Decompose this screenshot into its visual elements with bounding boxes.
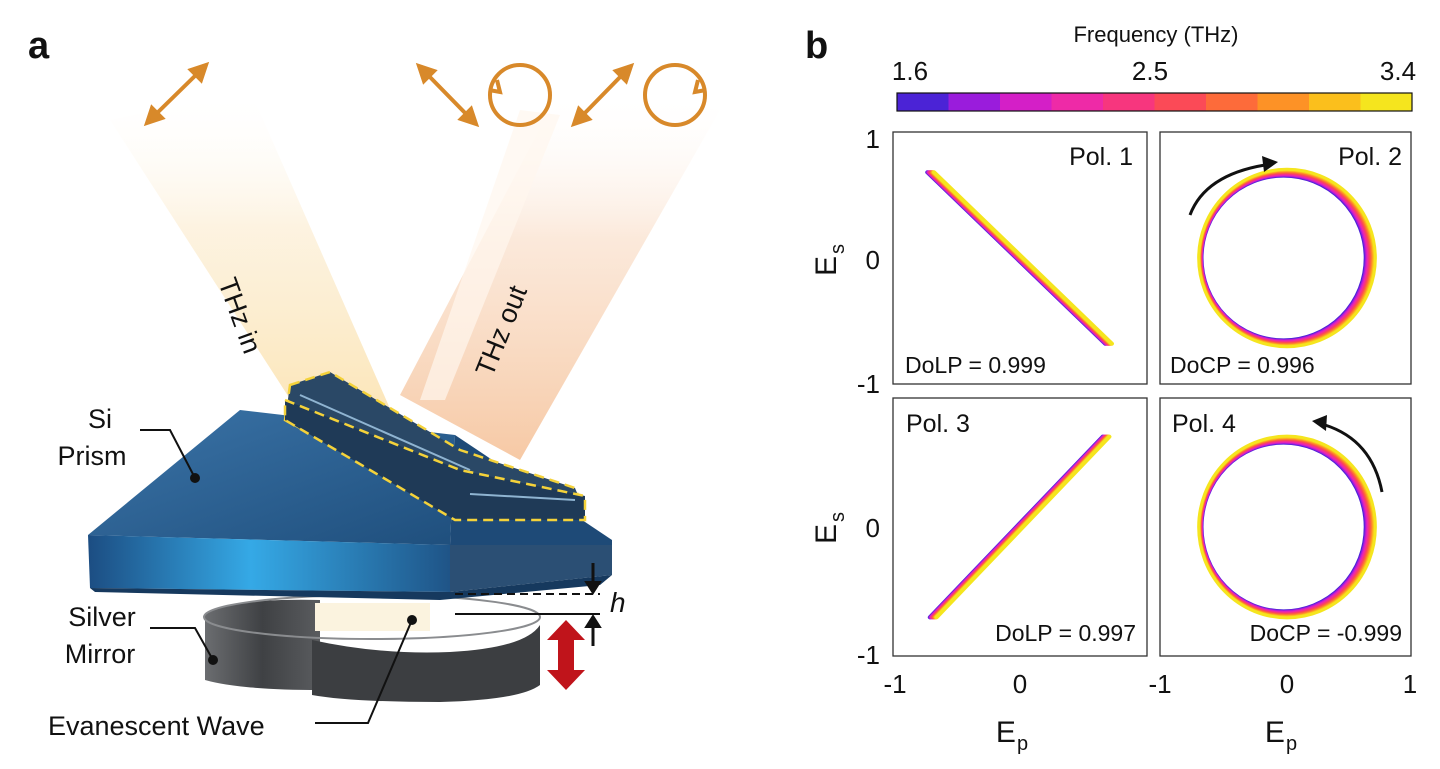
pol3-title: Pol. 3 xyxy=(906,410,970,438)
colorbar-frame xyxy=(896,92,1413,112)
evanescent-wave-leader xyxy=(315,619,413,724)
pol1-title: Pol. 1 xyxy=(1069,143,1133,171)
polarization-trace-ellipse xyxy=(1197,167,1377,349)
colorbar-cell xyxy=(1257,93,1310,111)
evanescent-wave-label: Evanescent Wave xyxy=(48,711,265,741)
silver-label: Silver xyxy=(68,602,136,632)
silver-mirror xyxy=(203,594,541,702)
colorbar-cell xyxy=(1360,93,1413,111)
colorbar-cell xyxy=(897,93,949,111)
colorbar-tick-min: 1.6 xyxy=(892,56,928,86)
y-axis-sub: s xyxy=(827,244,849,254)
y-tick-bottom-neg1: -1 xyxy=(857,640,880,670)
mirror-label: Mirror xyxy=(65,639,135,669)
y-tick-bottom-0: 0 xyxy=(866,513,880,543)
subplot-pol4-frame xyxy=(1159,397,1412,657)
thz-in-beam xyxy=(110,90,395,430)
colorbar-tick-mid: 2.5 xyxy=(1132,56,1168,86)
linear-polarization-arrow-icon xyxy=(570,62,635,128)
subplot-pol2-frame xyxy=(1159,131,1412,385)
pol4-annotation: DoCP = -0.999 xyxy=(1250,620,1402,646)
x-tick-right-neg1: -1 xyxy=(1148,669,1171,699)
colorbar xyxy=(897,93,1413,111)
x-tick-left-0: 0 xyxy=(1013,669,1027,699)
colorbar-cell xyxy=(1154,93,1207,111)
subplot-pol3-frame xyxy=(892,397,1148,657)
linear-polarization-arrow-icon xyxy=(143,61,210,127)
colorbar-tick-max: 3.4 xyxy=(1380,56,1416,86)
si-prism-dot xyxy=(190,473,200,483)
pol3-annotation: DoLP = 0.997 xyxy=(995,620,1136,646)
y-axis-sub: s xyxy=(827,512,849,522)
colorbar-title: Frequency (THz) xyxy=(1073,22,1238,47)
subplot-pol1-frame xyxy=(892,131,1148,385)
polarization-trace-line xyxy=(932,170,1114,346)
y-tick-top-1: 1 xyxy=(866,124,880,154)
colorbar-cell xyxy=(948,93,1001,111)
panel-b-letter: b xyxy=(805,25,828,67)
colorbar-cell xyxy=(1206,93,1258,111)
polarization-trace-line xyxy=(934,434,1112,620)
x-tick-right-1: 1 xyxy=(1403,669,1417,699)
silver-mirror-dot xyxy=(208,655,218,665)
clockwise-arrow-icon xyxy=(1188,156,1278,216)
y-axis-letter: E xyxy=(810,256,843,276)
pol2-trace xyxy=(1197,167,1377,349)
x-axis-sub: p xyxy=(1017,733,1028,755)
evanescent-wave-dot xyxy=(407,615,417,625)
svg-text:Es: Es xyxy=(810,244,849,276)
pol4-trace xyxy=(1197,434,1377,620)
motion-double-arrow-icon xyxy=(547,620,585,690)
x-tick-right-0: 0 xyxy=(1280,669,1294,699)
pol2-title: Pol. 2 xyxy=(1338,143,1402,171)
y-axis-letter: E xyxy=(810,524,843,544)
y-tick-top-0: 0 xyxy=(866,245,880,275)
prism-label: Prism xyxy=(58,441,127,471)
counterclockwise-arrow-icon xyxy=(1312,415,1384,493)
circular-polarization-icon xyxy=(643,63,707,127)
x-axis-label-left: Ep xyxy=(996,716,1028,755)
colorbar-cell xyxy=(1309,93,1361,111)
gap-indicator xyxy=(455,563,602,646)
x-tick-left-neg1: -1 xyxy=(883,669,906,699)
panel-b: b Frequency (THz) 1.6 2.5 3.4 Pol. 1 DoL… xyxy=(805,22,1417,755)
y-axis-label-bottom: Es xyxy=(810,512,849,544)
pol2-annotation: DoCP = 0.996 xyxy=(1170,352,1315,378)
si-label: Si xyxy=(88,404,112,434)
gap-h-label: h xyxy=(610,587,626,618)
x-axis-letter: E xyxy=(996,716,1016,749)
colorbar-cell xyxy=(1000,93,1052,111)
thz-out-beam-core xyxy=(420,110,560,400)
pol4-title: Pol. 4 xyxy=(1172,410,1236,438)
colorbar-cell xyxy=(1051,93,1104,111)
x-axis-letter: E xyxy=(1265,716,1285,749)
panel-a-letter: a xyxy=(28,25,50,67)
pol1-annotation: DoLP = 0.999 xyxy=(905,352,1046,378)
si-prism-leader xyxy=(140,429,196,479)
pol3-trace xyxy=(927,434,1112,620)
x-axis-sub: p xyxy=(1286,733,1297,755)
x-axis-label-right: Ep xyxy=(1265,716,1297,755)
y-axis-label-top: Es xyxy=(810,244,849,276)
panel-a: a THz in THz out xyxy=(28,25,720,741)
circular-polarization-icon xyxy=(488,63,552,127)
thz-out-beam xyxy=(400,90,720,460)
svg-text:Es: Es xyxy=(810,512,849,544)
silver-mirror-leader xyxy=(150,627,214,661)
polarization-trace-ellipse xyxy=(1197,434,1377,620)
y-tick-top-neg1: -1 xyxy=(857,369,880,399)
linear-polarization-arrow-icon xyxy=(415,62,480,128)
colorbar-cell xyxy=(1103,93,1155,111)
pol1-trace xyxy=(925,170,1114,346)
metasurface-stack xyxy=(283,370,587,522)
